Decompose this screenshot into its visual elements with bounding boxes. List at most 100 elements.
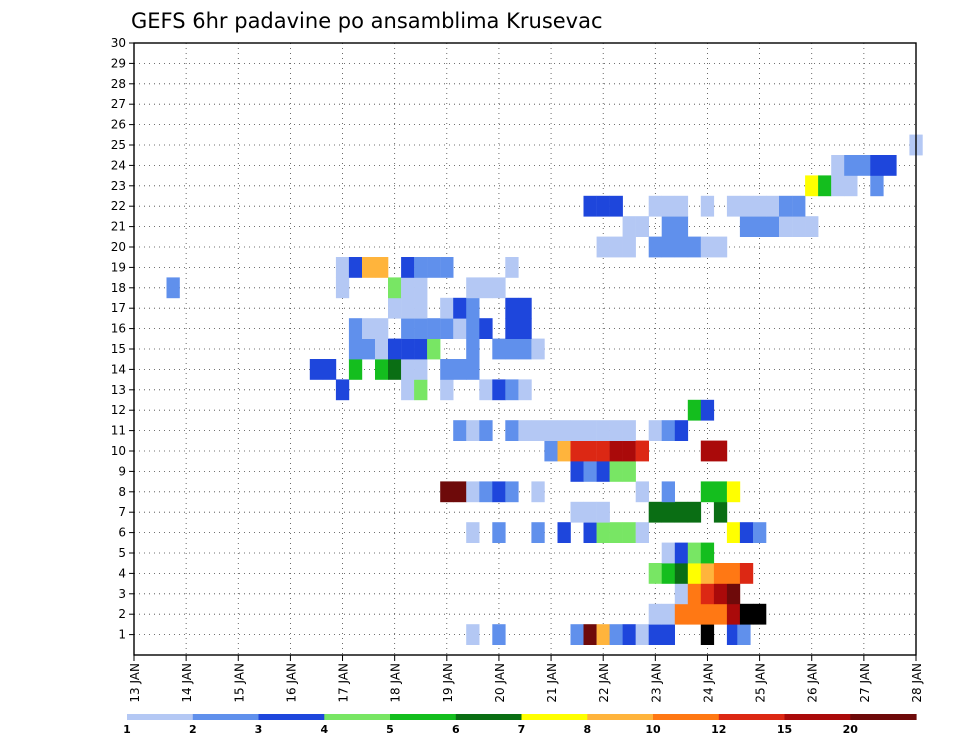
heatmap-cell: [609, 522, 623, 543]
heatmap-cell: [700, 481, 715, 503]
heatmap-cells: [166, 134, 923, 645]
heatmap-cell: [518, 338, 532, 360]
y-tick-label: 18: [111, 281, 126, 295]
heatmap-cell: [726, 522, 741, 543]
chart-title: GEFS 6hr padavine po ansamblima Krusevac: [131, 9, 603, 33]
heatmap-cell: [466, 318, 480, 339]
heatmap-cell: [583, 440, 597, 462]
heatmap-cell: [648, 563, 662, 584]
heatmap-cell: [739, 216, 754, 237]
heatmap-cell: [661, 420, 675, 441]
heatmap-cell: [440, 379, 454, 401]
heatmap-cell: [518, 297, 532, 319]
heatmap-cell: [479, 420, 493, 441]
heatmap-cell: [466, 359, 480, 380]
heatmap-cell: [596, 420, 610, 441]
heatmap-cell: [466, 420, 480, 441]
heatmap-cell: [674, 216, 689, 237]
x-axis: 13 JAN 14 JAN 15 JAN 16 JAN 17 JAN 18 JAN 19 J…: [128, 655, 924, 703]
colorbar: 1 2 3 4 5 6 7 8 10 12 15 20: [123, 714, 917, 736]
x-tick-label: 17 JAN: [337, 663, 351, 703]
heatmap-cell: [753, 603, 767, 625]
heatmap-cell: [492, 338, 506, 360]
heatmap-cell: [505, 420, 519, 441]
y-tick-label: 8: [118, 485, 126, 499]
y-tick-label: 14: [111, 362, 126, 376]
heatmap-cell: [726, 195, 741, 217]
heatmap-cell: [505, 318, 519, 339]
heatmap-cell: [648, 236, 662, 258]
heatmap-cell: [544, 440, 558, 462]
heatmap-cell: [648, 501, 662, 523]
y-tick-label: 20: [111, 240, 126, 254]
colorbar-swatch: [718, 714, 786, 720]
heatmap-cell: [635, 481, 649, 503]
heatmap-cell: [518, 318, 532, 339]
colorbar-label: 8: [583, 723, 591, 736]
heatmap-cell: [492, 379, 506, 401]
heatmap-cell: [687, 542, 702, 564]
heatmap-cell: [674, 501, 689, 523]
y-tick-label: 7: [118, 505, 126, 519]
y-tick-label: 30: [111, 36, 126, 50]
heatmap-cell: [596, 195, 610, 217]
heatmap-cell: [362, 257, 376, 278]
heatmap-cell: [466, 522, 480, 543]
y-tick-label: 2: [118, 607, 126, 621]
heatmap-cell: [713, 583, 728, 605]
heatmap-cell: [713, 481, 728, 503]
colorbar-swatch: [258, 714, 325, 720]
heatmap-cell: [648, 420, 662, 441]
heatmap-cell: [466, 277, 480, 299]
heatmap-cell: [753, 195, 767, 217]
colorbar-label: 4: [320, 723, 328, 736]
heatmap-cell: [479, 277, 493, 299]
colorbar-swatch: [850, 714, 917, 720]
heatmap-cell: [622, 522, 636, 543]
heatmap-cell: [596, 236, 610, 258]
heatmap-cell: [622, 440, 636, 462]
heatmap-cell: [440, 297, 454, 319]
heatmap-cell: [388, 359, 402, 380]
colorbar-swatch: [784, 714, 851, 720]
heatmap-cell: [648, 603, 662, 625]
heatmap-cell: [713, 603, 728, 625]
heatmap-cell: [401, 318, 415, 339]
heatmap-cell: [583, 522, 597, 543]
heatmap-cell: [401, 257, 415, 278]
heatmap-cell: [570, 624, 584, 645]
heatmap-cell: [414, 297, 428, 319]
heatmap-cell: [753, 216, 767, 237]
heatmap-cell: [687, 603, 702, 625]
heatmap-cell: [414, 257, 428, 278]
heatmap-cell: [440, 481, 454, 503]
heatmap-cell: [453, 297, 467, 319]
heatmap-cell: [583, 624, 597, 645]
heatmap-cell: [505, 338, 519, 360]
heatmap-cell: [505, 379, 519, 401]
heatmap-cell: [440, 318, 454, 339]
heatmap-cell: [375, 359, 389, 380]
y-tick-label: 5: [118, 546, 126, 560]
y-tick-label: 27: [111, 97, 126, 111]
heatmap-cell: [661, 216, 675, 237]
heatmap-cell: [427, 257, 441, 278]
heatmap-cell: [687, 236, 702, 258]
heatmap-cell: [609, 624, 623, 645]
heatmap-cell: [583, 461, 597, 482]
heatmap-cell: [700, 440, 715, 462]
x-tick-label: 27 JAN: [858, 663, 872, 703]
y-tick-label: 22: [111, 199, 126, 213]
heatmap-cell: [635, 624, 649, 645]
x-tick-label: 14 JAN: [180, 663, 194, 703]
y-tick-label: 28: [111, 77, 126, 91]
heatmap-cell: [479, 481, 493, 503]
heatmap-cell: [687, 563, 702, 584]
heatmap-cell: [583, 195, 597, 217]
y-tick-label: 21: [111, 220, 126, 234]
heatmap-cell: [453, 481, 467, 503]
heatmap-cell: [401, 277, 415, 299]
heatmap-cell: [883, 155, 897, 176]
y-tick-label: 6: [118, 526, 126, 540]
